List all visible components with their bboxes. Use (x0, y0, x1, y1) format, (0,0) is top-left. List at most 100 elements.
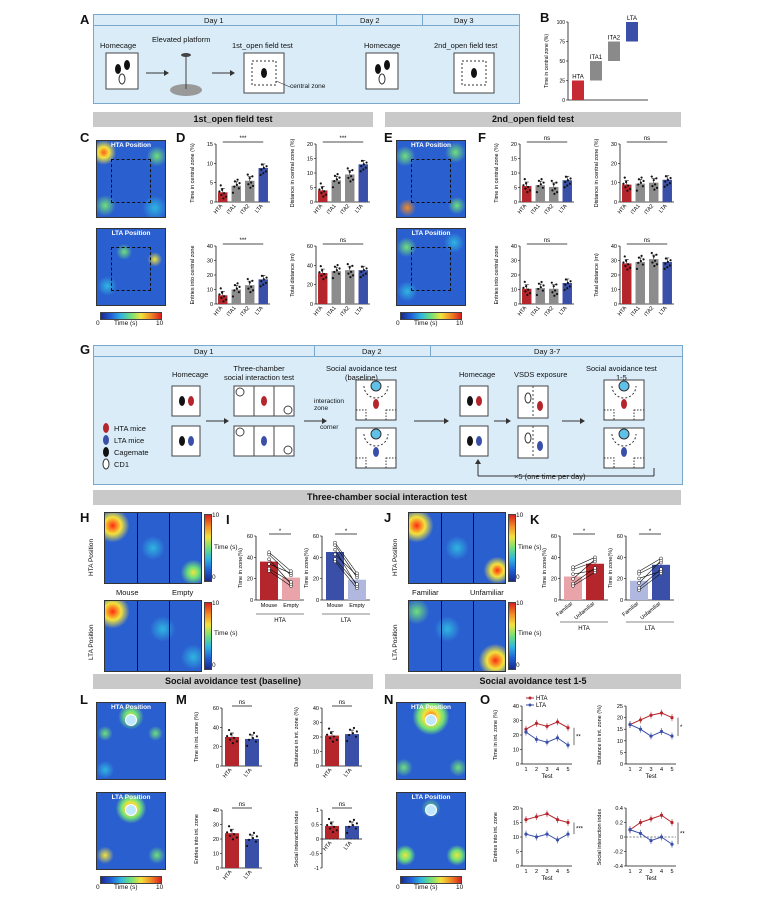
data-point (251, 736, 255, 740)
data-point (332, 735, 336, 738)
data-point (267, 562, 271, 566)
data-point (642, 258, 645, 261)
data-point (623, 255, 626, 258)
data-point (652, 255, 655, 258)
paired-line (268, 568, 292, 583)
xlabel: Test (645, 774, 656, 780)
data-point (537, 287, 540, 291)
xtick-label: 2 (639, 767, 642, 773)
bar-lta (358, 270, 368, 304)
data-point (219, 184, 222, 187)
data-point (563, 288, 566, 292)
data-point (347, 733, 351, 737)
data-point (337, 181, 340, 184)
data-point (566, 184, 569, 187)
b-ytick-label: 50 (559, 59, 565, 65)
ytick-label: 0 (216, 764, 219, 770)
ytick-label: 40 (313, 706, 319, 712)
h-empty-label: Empty (172, 588, 194, 597)
data-point (247, 183, 250, 186)
xtick-label: LTA (243, 869, 254, 880)
data-point (626, 263, 630, 266)
data-point (265, 276, 268, 279)
data-point (637, 183, 640, 186)
heatmap-e-hta: HTA Position (396, 140, 466, 218)
data-point (569, 280, 572, 283)
xtick-label: LTA (254, 305, 265, 316)
data-point (652, 178, 655, 182)
b-ytick-label: 0 (562, 98, 565, 104)
data-point (236, 282, 239, 285)
xtick-label: ITA2 (643, 203, 655, 215)
data-point (322, 195, 325, 198)
group-label: LTA (341, 618, 351, 624)
data-point (229, 733, 233, 736)
chart-o3: 0 5 10 15 20 1 2 3 4 5 Test Entries into int. zone *… (493, 806, 584, 882)
data-point (238, 182, 241, 185)
data-point (637, 256, 641, 259)
data-point (220, 193, 223, 197)
data-point (331, 186, 335, 189)
data-point (524, 285, 528, 288)
xtick-label: 2 (535, 869, 538, 875)
data-point-hta (534, 815, 539, 819)
data-point (248, 177, 251, 180)
bar-ita1 (231, 289, 241, 304)
data-point (222, 192, 226, 195)
data-point-hta (534, 721, 539, 725)
ytick-label: 40 (551, 555, 557, 561)
j-hta-label: HTA Position (392, 538, 399, 576)
ytick-label: 40 (611, 244, 617, 250)
xtick-label: 5 (670, 869, 673, 875)
ylabel: Time in int. zone (%) (194, 712, 200, 762)
data-point (248, 281, 251, 284)
data-point (219, 287, 222, 290)
ytick-label: 0 (516, 762, 519, 768)
legend-label: HTA (536, 696, 548, 702)
data-point (537, 179, 541, 182)
heatmap-c-hta-title: HTA Position (110, 142, 152, 149)
data-point (640, 254, 643, 257)
ytick-label: 10 (617, 739, 623, 745)
colorbar-e (400, 312, 462, 320)
data-point (237, 187, 240, 190)
xtick-label: Familiar (621, 601, 640, 618)
data-point (233, 180, 237, 183)
xtick-label: 1 (524, 767, 527, 773)
g-homecage2: Homecage (459, 370, 496, 379)
data-point (220, 296, 223, 300)
chart-f4: 0 10 20 30 40 Total distance (m) HTA ITA1 ITA2 LT… (594, 238, 674, 318)
data-point (326, 823, 329, 827)
paired-line (572, 572, 596, 587)
data-point (540, 280, 543, 284)
bar-lta (562, 180, 572, 202)
bar-unfamiliar (652, 564, 670, 600)
data-point-hta (555, 720, 560, 724)
data-point-lta (638, 727, 643, 731)
data-point (252, 731, 256, 734)
ylabel: Distance in int. zone (%) (597, 705, 603, 765)
day1-label: Day 1 (204, 16, 224, 25)
xtick-label: ITA2 (643, 305, 655, 317)
chart-o4: -0.4 -0.2 0 0.2 0.4 1 2 3 4 5 Test Social interacti… (597, 806, 685, 882)
g-interaction-zone: interaction zone (314, 398, 344, 412)
data-point (523, 177, 526, 181)
data-point (669, 176, 672, 180)
data-point-hta (638, 718, 643, 722)
data-point (355, 582, 359, 586)
data-point (235, 836, 238, 839)
data-point (364, 166, 367, 169)
data-point-hta (545, 724, 549, 728)
data-point (659, 567, 663, 571)
g-legend-cd1: CD1 (114, 460, 130, 469)
sig-label: * (345, 529, 348, 535)
data-point (264, 281, 267, 284)
ylabel: Entries into central zone (494, 245, 500, 304)
data-point (364, 272, 367, 275)
data-point (346, 831, 349, 835)
chart-m2: 0 10 20 30 40 Distance in int. zone (%) HTA LTA… (294, 700, 362, 779)
paired-line (638, 560, 662, 584)
ytick-label: 20 (313, 577, 319, 583)
data-point (566, 179, 570, 182)
